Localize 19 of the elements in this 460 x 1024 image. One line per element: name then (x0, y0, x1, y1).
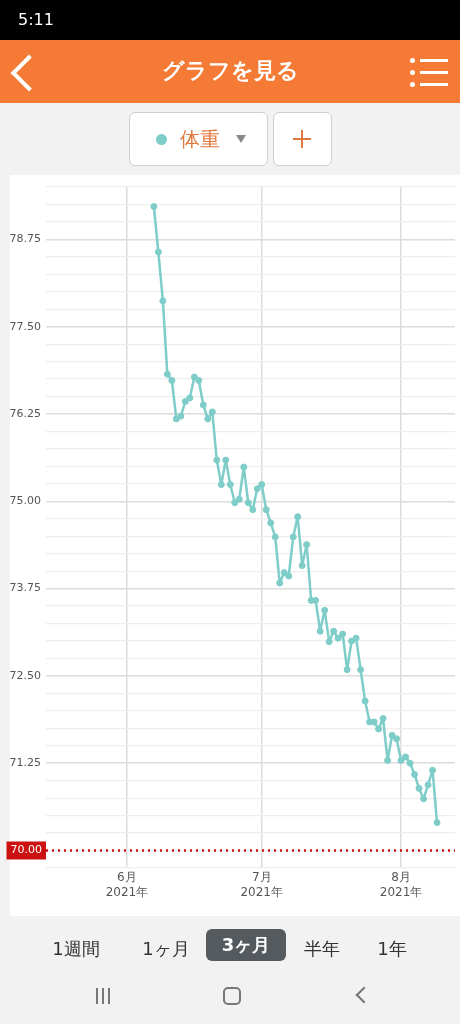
text: 1ヶ月 (141, 937, 191, 961)
text: 半年 (303, 937, 341, 961)
chart-title: グラフを見る (160, 57, 300, 85)
y-tick-label: 71.25 (9, 756, 41, 770)
ref-line-label: 70.00 (10, 843, 42, 857)
x-tick-label: 7月 2021年 (240, 870, 284, 899)
legend-label: 体重 (180, 126, 220, 153)
text: 5:11 (18, 10, 54, 29)
text: 1年 (376, 937, 408, 961)
y-tick-label: 73.75 (9, 581, 41, 595)
y-tick-label: 77.50 (9, 319, 41, 333)
y-tick-label: 75.00 (9, 494, 41, 508)
y-tick-label: 76.25 (9, 406, 41, 420)
x-tick-label: 8月 2021年 (379, 870, 423, 899)
y-tick-label: 78.75 (9, 232, 41, 246)
x-tick-label: 6月 2021年 (105, 870, 149, 899)
text: 1週間 (51, 937, 101, 961)
text: 3ヶ月 (206, 929, 286, 961)
y-tick-label: 72.50 (9, 668, 41, 682)
